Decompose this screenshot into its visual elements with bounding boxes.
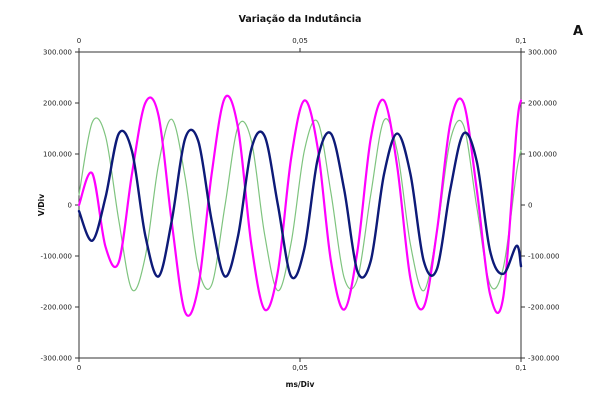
series-line-3 <box>77 128 523 280</box>
y-tick-label-right: 0 <box>528 202 532 210</box>
x-tick-label-top: 0 <box>77 37 81 45</box>
y-tick-label-left: 300.000 <box>43 49 72 57</box>
series-layer <box>77 94 523 317</box>
x-tick-label-top: 0,1 <box>515 37 526 45</box>
left-y-ticks: 300.000 200.000 100.000 0 -100.000 -200.000 -3… <box>41 49 79 363</box>
y-tick-label-right: 200.000 <box>528 100 557 108</box>
right-y-ticks: 300.000 200.000 100.000 0 -100.000 -200.000 -3… <box>521 49 559 363</box>
y-tick-label-left: -300.000 <box>41 355 72 363</box>
y-tick-label-left: 200.000 <box>43 100 72 108</box>
x-axis-label: ms/Div <box>286 380 315 389</box>
y-tick-label-right: 100.000 <box>528 151 557 159</box>
y-tick-label-left: -200.000 <box>41 304 72 312</box>
y-tick-label-left: 100.000 <box>43 151 72 159</box>
panel-label: A <box>573 24 583 39</box>
y-tick-label-left: 0 <box>68 202 72 210</box>
series-line-2 <box>77 94 523 317</box>
y-tick-label-right: -200.000 <box>528 304 559 312</box>
y-tick-label-right: -100.000 <box>528 253 559 261</box>
x-tick-label-bottom: 0,1 <box>515 364 526 372</box>
y-axis-label: V/Div <box>37 194 46 216</box>
top-x-ticks: 0 0,05 0,1 <box>77 37 527 52</box>
bottom-x-ticks: 0 0,05 0,1 <box>77 358 527 372</box>
y-tick-label-left: -100.000 <box>41 253 72 261</box>
chart-title: Variação da Indutância <box>239 14 362 25</box>
plot-frame <box>78 51 522 359</box>
y-tick-label-right: -300.000 <box>528 355 559 363</box>
series-line-1 <box>78 117 522 292</box>
y-tick-label-right: 300.000 <box>528 49 557 57</box>
x-tick-label-bottom: 0 <box>77 364 81 372</box>
x-tick-label-top: 0,05 <box>292 37 308 45</box>
x-tick-label-bottom: 0,05 <box>292 364 308 372</box>
